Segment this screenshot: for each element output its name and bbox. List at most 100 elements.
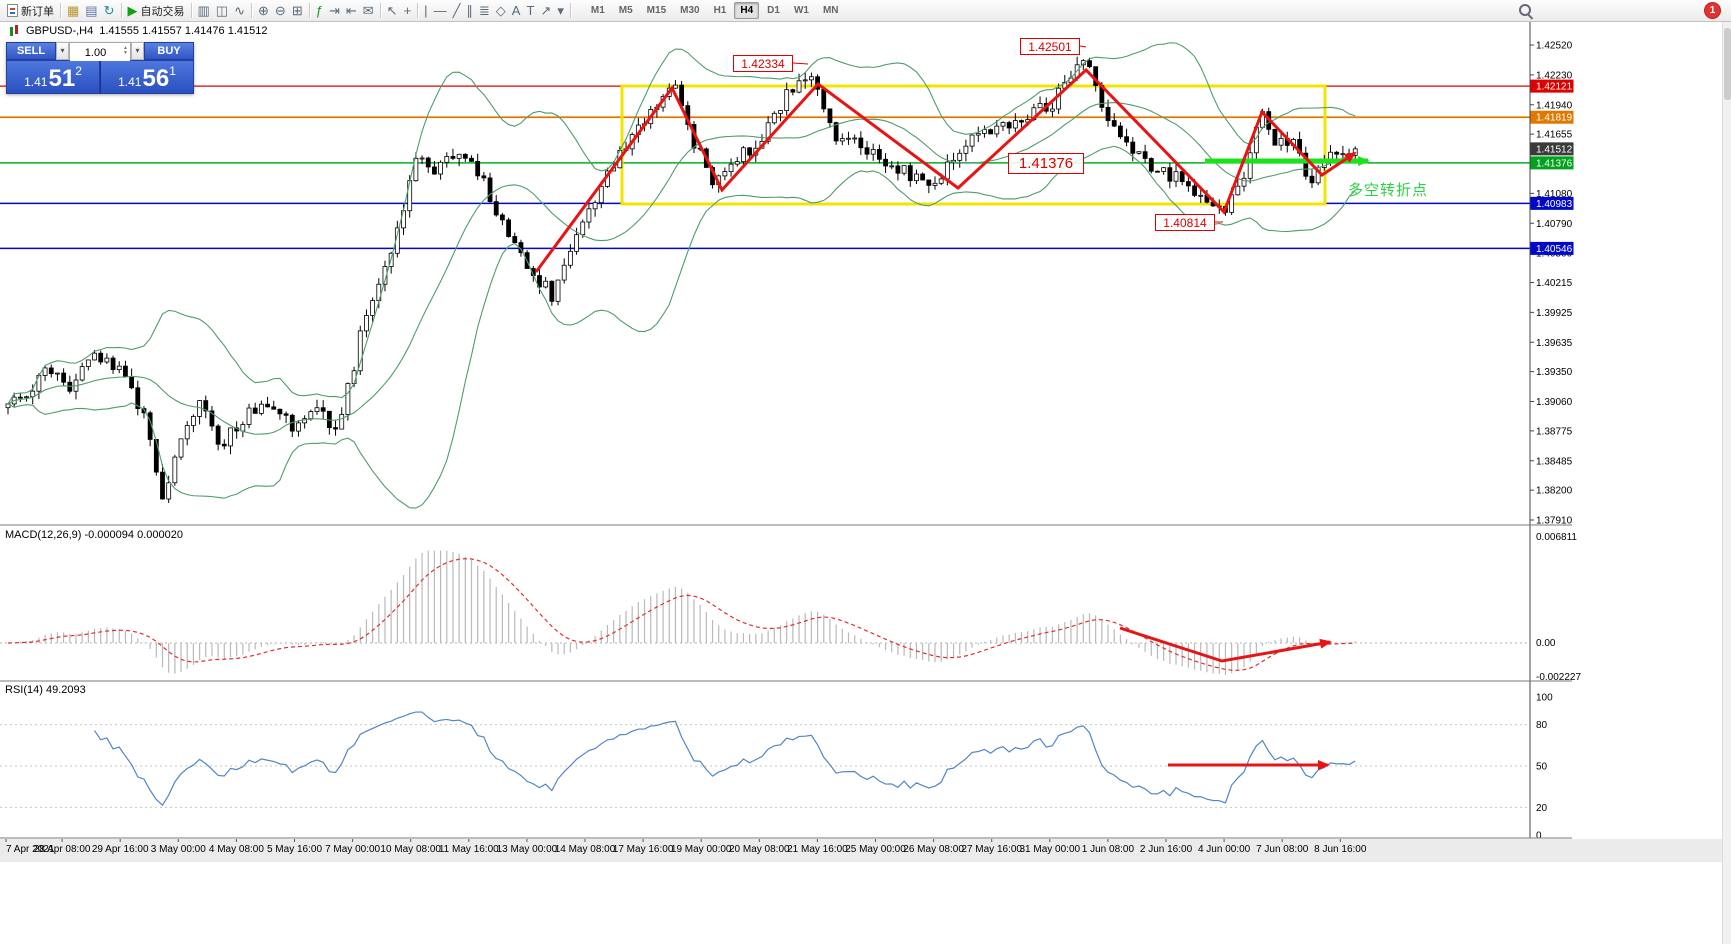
volume-increase-button[interactable]: ▲ [123, 45, 128, 51]
line-chart-button[interactable]: ∿ [231, 1, 248, 20]
svg-text:1.38200: 1.38200 [1536, 486, 1573, 497]
buy-button[interactable]: BUY [144, 42, 194, 60]
timeframe-w1-button[interactable]: W1 [793, 5, 809, 16]
shift-chart-button[interactable]: ⇤ [343, 1, 360, 20]
svg-text:28 Apr 08:00: 28 Apr 08:00 [34, 844, 91, 855]
volume-decrease-button[interactable]: ▼ [123, 50, 128, 56]
candlestick-chart-button[interactable]: ◫ [213, 1, 231, 20]
profiles-button[interactable]: ▤ [82, 1, 100, 20]
alerts-icon: ✉ [362, 2, 374, 18]
timeframe-d1-button[interactable]: D1 [767, 5, 780, 16]
svg-text:1.39925: 1.39925 [1536, 308, 1573, 319]
sell-price-pipette: 2 [75, 64, 82, 78]
refresh-icon: ↻ [103, 2, 115, 18]
svg-text:19 May 00:00: 19 May 00:00 [671, 844, 732, 855]
svg-text:3 May 00:00: 3 May 00:00 [151, 844, 206, 855]
price-callout[interactable]: 1.40814 [1155, 214, 1215, 231]
sell-price-big-digits: 51 [48, 65, 76, 93]
trendline-button[interactable]: ╱ [450, 1, 464, 20]
price-callout[interactable]: 1.42334 [733, 55, 793, 72]
timeframe-m5-button[interactable]: M5 [618, 5, 633, 16]
crosshair-button[interactable]: + [401, 1, 415, 20]
refresh-button[interactable]: ↻ [101, 1, 118, 20]
auto-scroll-button[interactable]: ⇥ [326, 1, 343, 20]
chart-canvas[interactable]: 1.425201.422301.419401.416551.413651.410… [0, 22, 1722, 862]
svg-text:20 May 08:00: 20 May 08:00 [729, 844, 790, 855]
macd-indicator-label: MACD(12,26,9) -0.000094 0.000020 [5, 529, 183, 541]
horizontal-line-button[interactable]: — [431, 1, 450, 20]
crosshair-icon: + [403, 2, 412, 18]
autotrading-icon: ▶ [127, 2, 138, 18]
vertical-line-button[interactable]: | [421, 1, 430, 20]
cursor-icon: ↖ [386, 2, 398, 18]
toolbar-separator [60, 3, 61, 18]
volume-input[interactable] [70, 45, 130, 61]
sell-options-dropdown[interactable]: ▾ [56, 42, 69, 60]
svg-text:29 Apr 16:00: 29 Apr 16:00 [92, 844, 149, 855]
autotrading-button[interactable]: ▶ 自动交易 [125, 1, 188, 20]
channel-button[interactable]: ∥ [463, 1, 476, 20]
trade-panel-top-row: SELL ▾ ▲ ▼ ▾ BUY [6, 42, 194, 61]
svg-text:7 May 00:00: 7 May 00:00 [325, 844, 380, 855]
shift-chart-icon: ⇤ [345, 2, 357, 18]
bars-chart-button[interactable]: ▥ [195, 1, 213, 20]
svg-text:1.39350: 1.39350 [1536, 367, 1573, 378]
svg-text:0.006811: 0.006811 [1536, 532, 1577, 543]
zoom-in-button[interactable]: ⊕ [255, 1, 272, 20]
text-button[interactable]: A [509, 1, 524, 20]
timeframe-h4-button[interactable]: H4 [734, 2, 760, 19]
toolbar-separator [417, 3, 419, 18]
volume-field: ▲ ▼ [69, 42, 131, 61]
fibonacci-button[interactable]: ≣ [476, 1, 493, 20]
chevron-down-icon: ▾ [135, 46, 140, 55]
new-order-button[interactable]: 新订单 [4, 1, 57, 20]
tile-windows-button[interactable]: ⊞ [289, 1, 306, 20]
price-axis[interactable]: 1.425201.422301.419401.416551.413651.410… [1529, 22, 1581, 842]
svg-text:7 Jun 08:00: 7 Jun 08:00 [1256, 844, 1309, 855]
svg-text:7 Apr 2021: 7 Apr 2021 [6, 844, 55, 855]
svg-text:1.41655: 1.41655 [1536, 130, 1573, 141]
timeframe-h1-button[interactable]: H1 [713, 5, 727, 16]
cursor-button[interactable]: ↖ [384, 1, 401, 20]
trend-annotations-layer[interactable] [534, 45, 1370, 770]
objects-dropdown[interactable]: ▾ [554, 1, 567, 20]
chart-background [0, 22, 1530, 838]
timeframe-m15-button[interactable]: M15 [646, 5, 667, 16]
turning-point-label[interactable]: 多空转折点 [1348, 182, 1429, 199]
volume-spinners: ▲ ▼ [121, 43, 130, 59]
new-chart-button[interactable]: ▦ [64, 1, 82, 20]
svg-text:1.41080: 1.41080 [1536, 189, 1573, 200]
buy-price-pipette: 1 [169, 64, 176, 78]
buy-options-dropdown[interactable]: ▾ [131, 42, 144, 60]
svg-text:1.42520: 1.42520 [1536, 41, 1573, 52]
svg-text:14 May 08:00: 14 May 08:00 [555, 844, 616, 855]
indicators-button[interactable]: ƒ [313, 1, 326, 20]
timeframe-m30-button[interactable]: M30 [680, 5, 700, 16]
price-callout[interactable]: 1.41376 [1008, 153, 1084, 174]
alerts-button[interactable]: ✉ [360, 1, 377, 20]
svg-text:1.42230: 1.42230 [1536, 70, 1573, 81]
svg-text:1.41512: 1.41512 [1536, 144, 1573, 155]
timeframe-m1-button[interactable]: M1 [590, 5, 605, 16]
scrollbar-thumb[interactable] [1724, 28, 1731, 100]
arrows-button[interactable]: ↗ [537, 1, 554, 20]
buy-price-big-digits: 56 [142, 65, 170, 93]
buy-price-button[interactable]: 1.41 56 1 [100, 60, 194, 94]
zoom-out-button[interactable]: ⊖ [272, 1, 289, 20]
price-callout[interactable]: 1.42501 [1020, 38, 1080, 55]
indicators-icon: ƒ [315, 2, 323, 18]
search-icon[interactable] [1518, 3, 1534, 19]
range-box-layer[interactable] [620, 84, 1327, 206]
timeframe-mn-button[interactable]: MN [822, 5, 839, 16]
rsi-indicator-label: RSI(14) 49.2093 [5, 684, 86, 696]
svg-text:21 May 16:00: 21 May 16:00 [787, 844, 848, 855]
sell-price-button[interactable]: 1.41 51 2 [6, 60, 100, 94]
vertical-scrollbar[interactable] [1722, 22, 1731, 944]
sell-button[interactable]: SELL [6, 42, 56, 60]
svg-text:4 Jun 00:00: 4 Jun 00:00 [1198, 844, 1251, 855]
svg-text:8 Jun 16:00: 8 Jun 16:00 [1314, 844, 1367, 855]
label-button[interactable]: T [523, 1, 537, 20]
shapes-button[interactable]: ◇ [493, 1, 509, 20]
notification-badge[interactable]: 1 [1705, 3, 1720, 18]
